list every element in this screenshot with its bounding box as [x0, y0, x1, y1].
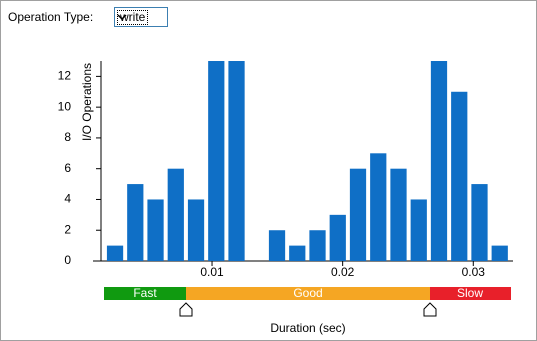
x-tick-label: 0.03	[462, 265, 486, 279]
y-tick-label: 2	[64, 222, 71, 236]
y-tick-label: 8	[64, 130, 71, 144]
bar	[106, 245, 124, 261]
bar	[228, 61, 245, 261]
bar	[309, 230, 326, 261]
x-axis-label: Duration (sec)	[270, 321, 345, 335]
y-tick-label: 10	[58, 99, 72, 113]
selected-value: write	[117, 10, 149, 25]
bar	[430, 61, 448, 261]
dropdown-arrow	[117, 14, 127, 21]
bar	[451, 91, 468, 262]
range-label: Slow	[457, 286, 483, 300]
bar	[208, 61, 225, 261]
y-tick-label: 0	[64, 253, 71, 267]
bar	[370, 153, 387, 261]
bar	[491, 245, 508, 261]
bar	[167, 168, 184, 261]
y-tick-label: 6	[64, 161, 71, 175]
threshold-handle[interactable]	[179, 302, 193, 317]
x-tick-label: 0.02	[331, 265, 355, 279]
operation-type-label: Operation Type:	[8, 10, 94, 24]
bar	[289, 245, 306, 261]
y-tick-label: 12	[58, 69, 72, 83]
bar	[390, 168, 407, 261]
good-range	[186, 287, 430, 300]
slow-range	[430, 287, 511, 300]
range-label: Fast	[133, 286, 157, 300]
bar	[471, 184, 488, 261]
bar	[127, 184, 144, 261]
threshold-handle[interactable]	[423, 302, 437, 317]
x-tick-label: 0.01	[200, 265, 224, 279]
y-axis-label: I/O Operations	[80, 63, 94, 141]
operation-type-select[interactable]: write	[114, 7, 168, 27]
y-tick-label: 4	[64, 192, 71, 206]
range-label: Good	[293, 286, 322, 300]
bar	[268, 230, 286, 261]
bar	[187, 199, 205, 261]
bar	[147, 199, 164, 261]
bar	[329, 214, 346, 261]
fast-range	[104, 287, 186, 300]
bar	[349, 168, 367, 261]
bar	[410, 199, 427, 261]
